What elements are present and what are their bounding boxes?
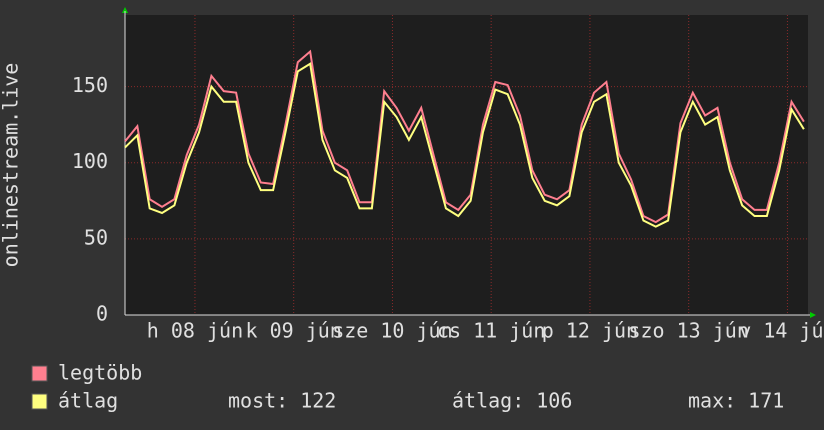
legend-label: átlag <box>58 389 118 413</box>
y-tick-label: 50 <box>84 225 108 249</box>
legend-label: legtöbb <box>58 361 142 385</box>
y-axis-label: onlinestream.live <box>0 63 23 268</box>
x-tick-label: cs 11 jún <box>437 319 545 343</box>
y-tick-label: 100 <box>72 149 108 173</box>
stat-label: most: <box>228 389 288 413</box>
stat-label: átlag: <box>452 389 524 413</box>
stat-value: 122 <box>300 389 336 413</box>
x-tick-label: k 09 jún <box>246 319 342 343</box>
legend-swatch <box>31 365 48 382</box>
stat-value: 171 <box>748 389 784 413</box>
x-tick-label: sze 10 jún <box>332 319 452 343</box>
stat-value: 106 <box>536 389 572 413</box>
x-tick-label: szo 13 jún <box>628 319 748 343</box>
axis-arrow <box>810 312 816 318</box>
legend-swatch <box>31 393 48 410</box>
x-tick-label: h 08 jún <box>147 319 243 343</box>
series-line <box>124 62 805 228</box>
plot-area <box>125 15 808 315</box>
series-line <box>124 49 805 224</box>
y-tick-label: 0 <box>96 302 108 326</box>
axis-arrow <box>122 7 128 13</box>
stat-label: max: <box>688 389 736 413</box>
y-tick-label: 150 <box>72 73 108 97</box>
x-tick-label: p 12 jún <box>542 319 638 343</box>
x-tick-label: v 14 jún <box>739 319 824 343</box>
